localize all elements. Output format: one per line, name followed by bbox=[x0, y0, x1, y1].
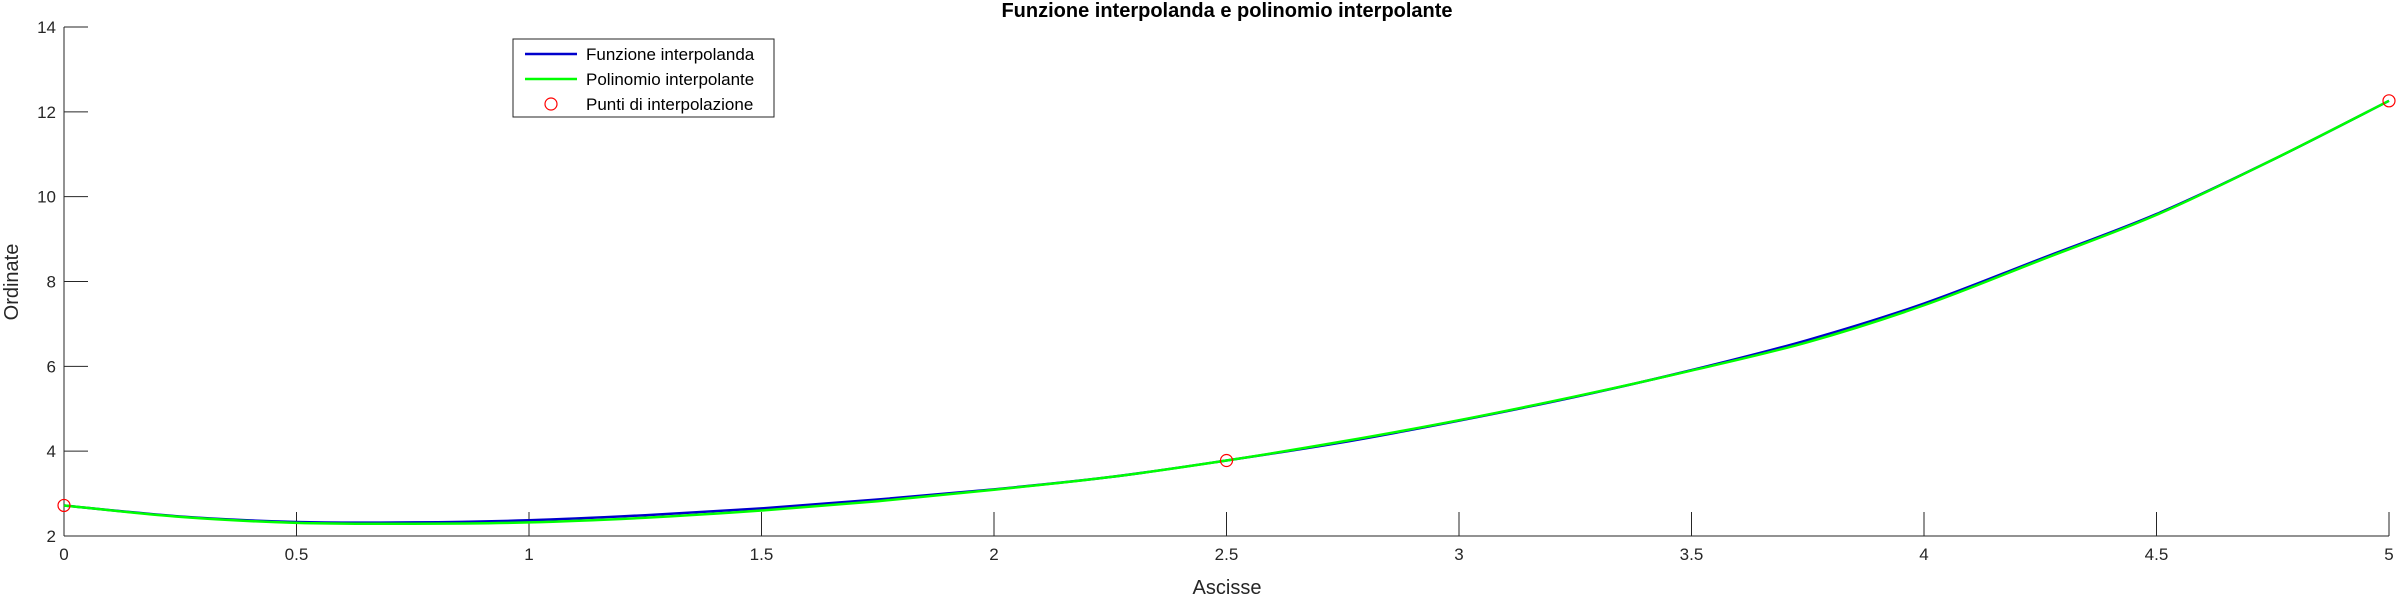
plot-area bbox=[57, 94, 2396, 526]
chart-title: Funzione interpolanda e polinomio interp… bbox=[1001, 0, 1452, 22]
x-tick-label: 4.5 bbox=[2145, 545, 2169, 564]
x-tick-label: 1 bbox=[524, 545, 533, 564]
data-point-marker bbox=[1219, 453, 1234, 468]
x-tick-label: 0.5 bbox=[285, 545, 309, 564]
x-tick-label: 1.5 bbox=[750, 545, 774, 564]
legend-entry-label: Funzione interpolanda bbox=[586, 45, 755, 64]
x-tick-label: 3 bbox=[1454, 545, 1463, 564]
y-tick-label: 12 bbox=[37, 103, 56, 122]
y-axis-label: Ordinate bbox=[1, 244, 23, 321]
data-point-marker bbox=[57, 498, 71, 513]
x-tick-label: 2 bbox=[989, 545, 998, 564]
y-tick-label: 6 bbox=[47, 357, 56, 376]
x-tick-label: 5 bbox=[2384, 545, 2393, 564]
legend-entry-label: Polinomio interpolante bbox=[586, 70, 754, 89]
x-tick-label: 3.5 bbox=[1680, 545, 1704, 564]
y-tick-label: 14 bbox=[37, 18, 56, 37]
legend: Funzione interpolanda Polinomio interpola… bbox=[512, 38, 775, 118]
axes: 0 0.5 1 1.5 2 2.5 3 3.5 4 4.5 5 2 4 6 8 10 12 14 bbox=[37, 18, 2394, 564]
x-tick-label: 2.5 bbox=[1215, 545, 1239, 564]
y-tick-label: 10 bbox=[37, 188, 56, 207]
legend-entry-label: Punti di interpolazione bbox=[586, 95, 753, 114]
y-tick-label: 4 bbox=[47, 442, 56, 461]
y-tick-label: 2 bbox=[47, 527, 56, 546]
data-point-marker bbox=[2382, 94, 2396, 108]
x-tick-label: 0 bbox=[59, 545, 68, 564]
x-tick-label: 4 bbox=[1919, 545, 1928, 564]
y-tick-label: 8 bbox=[47, 273, 56, 292]
x-axis-label: Ascisse bbox=[1193, 577, 1262, 599]
series-line-polinomio-interpolante bbox=[63, 99, 2390, 526]
legend-swatch-marker bbox=[544, 97, 558, 111]
